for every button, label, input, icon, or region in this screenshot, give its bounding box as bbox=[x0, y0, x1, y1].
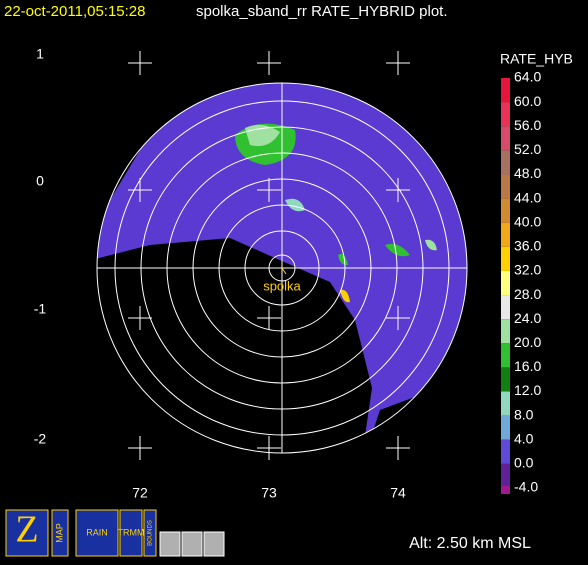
toolbar-button[interactable] bbox=[51, 509, 69, 557]
colorbar-swatch bbox=[501, 415, 510, 440]
toolbar: Z MAP RAIN TRMM BOUNDS bbox=[5, 509, 225, 557]
colorbar-swatch bbox=[501, 486, 510, 494]
colorbar-label: 24.0 bbox=[514, 310, 541, 326]
colorbar-swatch bbox=[501, 198, 510, 223]
echo-core bbox=[425, 239, 437, 251]
colorbar-swatch bbox=[501, 343, 510, 368]
colorbar-title: RATE_HYB bbox=[500, 51, 573, 67]
colorbar-label: -4.0 bbox=[514, 479, 538, 495]
colorbar-swatch bbox=[501, 126, 510, 151]
view-button[interactable] bbox=[203, 531, 225, 557]
y-tick-label: 0 bbox=[36, 173, 44, 189]
x-tick-label: 72 bbox=[132, 485, 148, 501]
colorbar-label: 40.0 bbox=[514, 213, 541, 229]
view-button[interactable] bbox=[159, 531, 181, 557]
station-label: spolka bbox=[263, 278, 301, 293]
colorbar-label: 28.0 bbox=[514, 286, 541, 302]
colorbar-swatch bbox=[501, 391, 510, 416]
colorbar-swatch bbox=[501, 174, 510, 199]
colorbar-label: 4.0 bbox=[514, 430, 534, 446]
colorbar-label: 44.0 bbox=[514, 189, 541, 205]
colorbar-label: 48.0 bbox=[514, 165, 541, 181]
station-marker bbox=[281, 267, 287, 275]
colorbar-label: 56.0 bbox=[514, 117, 541, 133]
toolbar-button-label: MAP bbox=[54, 523, 64, 543]
colorbar-swatch bbox=[501, 246, 510, 271]
toolbar-button-label: RAIN bbox=[86, 527, 108, 537]
timestamp: 22-oct-2011,05:15:28 bbox=[4, 3, 146, 20]
y-tick-label: -1 bbox=[34, 301, 47, 317]
plot-title: spolka_sband_rr RATE_HYBRID plot. bbox=[196, 3, 448, 20]
toolbar-button[interactable] bbox=[143, 509, 157, 557]
y-tick-label: -2 bbox=[34, 431, 47, 447]
toolbar-button-label: TRMM bbox=[118, 527, 145, 537]
zoom-icon: Z bbox=[15, 509, 38, 551]
colorbar-label: 20.0 bbox=[514, 334, 541, 350]
colorbar-label: 8.0 bbox=[514, 406, 534, 422]
toolbar-button[interactable] bbox=[119, 509, 143, 557]
colorbar-swatch bbox=[501, 270, 510, 296]
colorbar-swatch bbox=[501, 102, 510, 127]
echo-core bbox=[340, 289, 350, 303]
colorbar-swatch bbox=[501, 150, 510, 175]
colorbar-label: 60.0 bbox=[514, 93, 541, 109]
echo-core bbox=[285, 198, 305, 212]
echo-core bbox=[338, 253, 348, 266]
view-button[interactable] bbox=[181, 531, 203, 557]
colorbar-label: 12.0 bbox=[514, 382, 541, 398]
altitude: Alt: 2.50 km MSL bbox=[409, 535, 531, 552]
colorbar-label: 36.0 bbox=[514, 238, 541, 254]
colorbar-swatch bbox=[501, 295, 510, 320]
toolbar-button[interactable] bbox=[75, 509, 119, 557]
colorbar-swatch bbox=[501, 78, 510, 103]
colorbar-swatch bbox=[501, 319, 510, 344]
echo-core bbox=[385, 243, 410, 257]
colorbar-swatch bbox=[501, 463, 510, 488]
colorbar-swatch bbox=[501, 367, 510, 392]
colorbar-swatch bbox=[501, 222, 510, 247]
x-tick-label: 74 bbox=[390, 485, 406, 501]
y-tick-label: 1 bbox=[36, 46, 44, 62]
colorbar-label: 64.0 bbox=[514, 69, 541, 85]
zoom-button[interactable] bbox=[5, 509, 49, 557]
colorbar-swatch bbox=[501, 439, 510, 464]
colorbar-label: 52.0 bbox=[514, 141, 541, 157]
colorbar-label: 16.0 bbox=[514, 358, 541, 374]
x-tick-label: 73 bbox=[261, 485, 277, 501]
colorbar-label: 32.0 bbox=[514, 262, 541, 278]
colorbar-label: 0.0 bbox=[514, 455, 534, 471]
toolbar-button-label: BOUNDS bbox=[148, 520, 154, 546]
echo-field bbox=[97, 83, 467, 453]
